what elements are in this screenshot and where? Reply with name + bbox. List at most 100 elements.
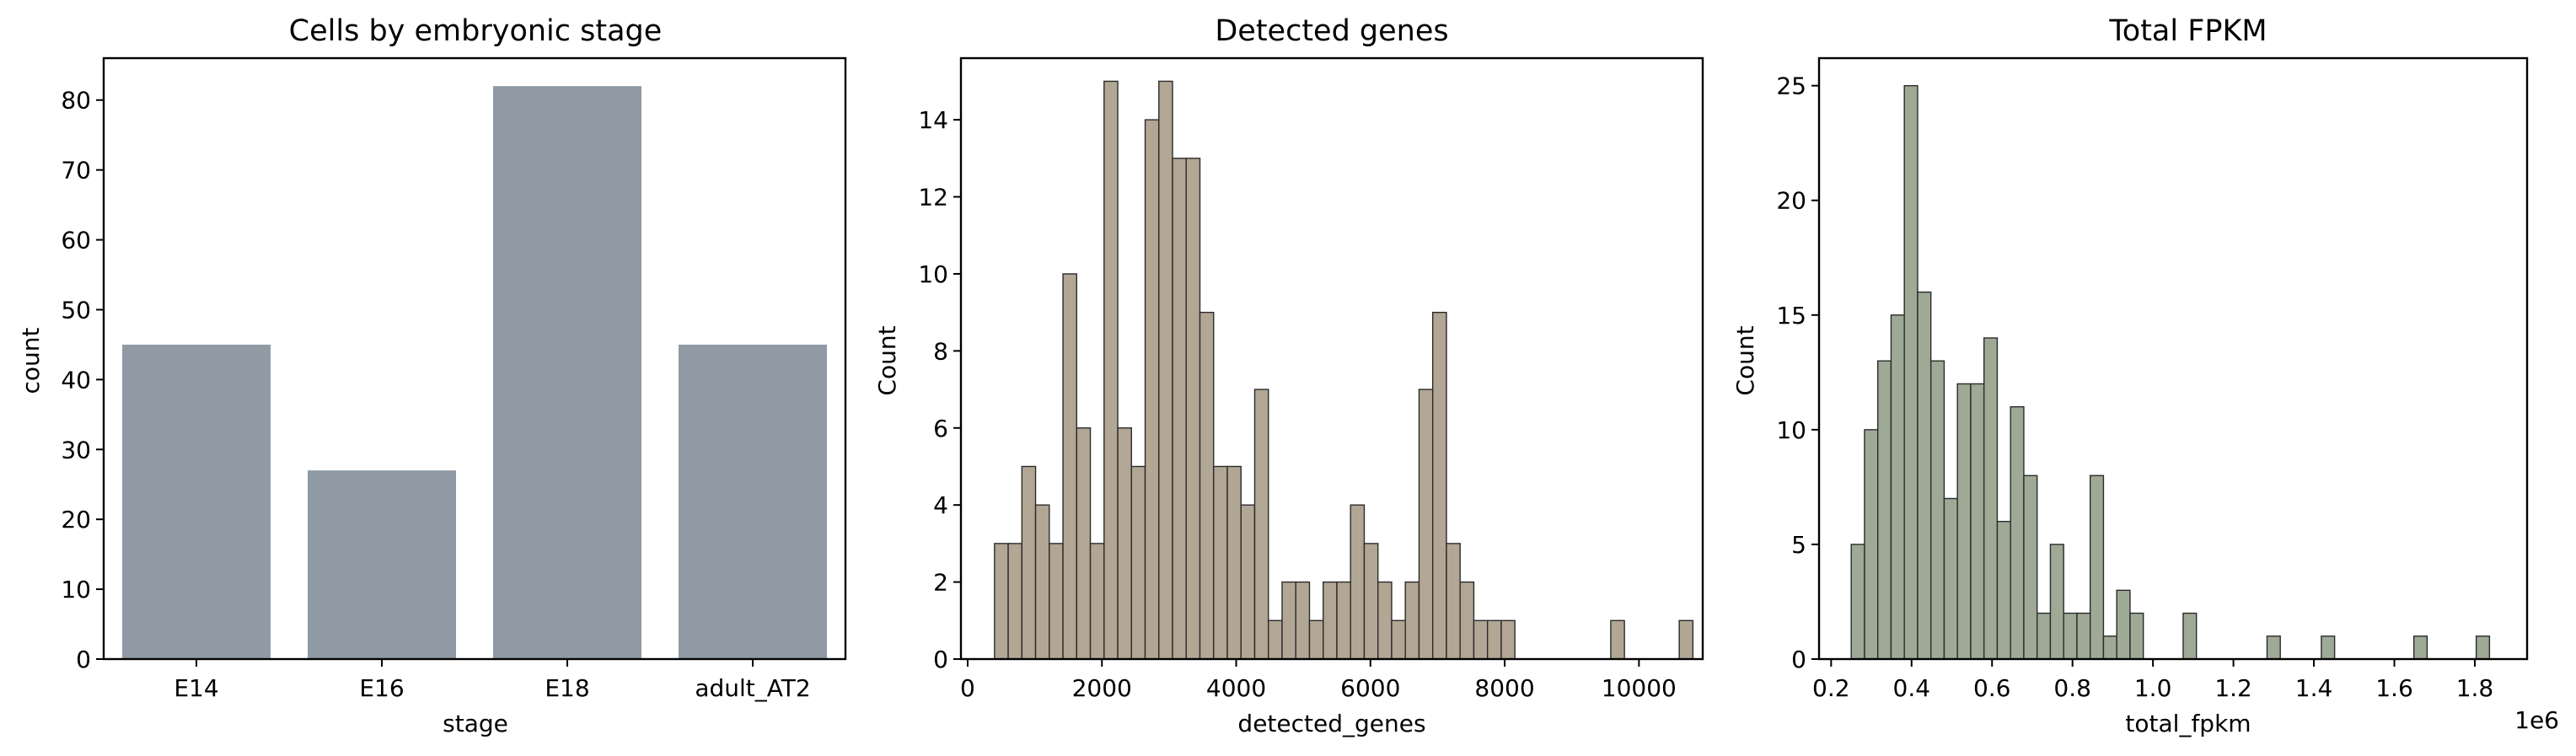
detected-genes-histogram: Detected genes detected_genes Count 0 2 4 6… xyxy=(873,14,1704,737)
histogram-bar xyxy=(1268,619,1283,660)
x-tick-label: 1.2 xyxy=(2214,674,2252,702)
histogram-bar xyxy=(2010,405,2025,660)
bar xyxy=(493,86,641,660)
y-axis-label: Count xyxy=(873,325,901,395)
y-tick-label: 60 xyxy=(61,227,91,255)
histogram-bar xyxy=(1049,543,1064,660)
chart-title: Cells by embryonic stage xyxy=(289,14,663,48)
x-offset-text: 1e6 xyxy=(2514,706,2559,734)
plot-frame xyxy=(959,56,1704,661)
y-axis-label: Count xyxy=(1731,325,1759,395)
x-tick-label: 6000 xyxy=(1340,674,1400,702)
y-tick-label: 10 xyxy=(1776,416,1806,444)
histogram-bar xyxy=(1350,504,1366,660)
histogram-bar xyxy=(2129,612,2144,660)
histogram-bar xyxy=(1295,581,1311,660)
y-tick-label: 0 xyxy=(1791,646,1806,673)
x-tick-label: E16 xyxy=(359,674,404,702)
histogram-bar xyxy=(1864,429,1879,660)
bar xyxy=(308,470,456,659)
histogram-bar xyxy=(1431,311,1447,660)
histogram-bar xyxy=(1323,581,1338,660)
histogram-bar xyxy=(1956,383,1972,660)
histogram-bar xyxy=(1199,311,1215,660)
y-tick-label: 2 xyxy=(933,569,948,597)
histogram-bar xyxy=(1943,497,1958,660)
x-tick-label: 0.8 xyxy=(2053,674,2091,702)
histogram-bar xyxy=(1446,543,1461,660)
histogram-bar xyxy=(1917,291,1932,660)
y-tick-label: 40 xyxy=(61,366,91,394)
histogram-bar xyxy=(1281,581,1296,660)
histogram-bar xyxy=(2063,612,2078,660)
y-tick-label: 12 xyxy=(918,184,948,212)
y-tick-label: 6 xyxy=(933,415,948,442)
histogram-bar xyxy=(2266,635,2281,660)
x-tick-label: 8000 xyxy=(1474,674,1534,702)
histogram-bar xyxy=(994,543,1009,660)
histogram-bar xyxy=(1929,360,1945,660)
histogram-bar xyxy=(1253,389,1269,660)
histogram-bar xyxy=(1240,504,1256,660)
histogram-bar xyxy=(1418,389,1434,660)
x-tick-label: 1.6 xyxy=(2375,674,2413,702)
y-tick-label: 5 xyxy=(1791,531,1806,559)
histogram-bar xyxy=(1404,581,1420,660)
y-tick-label: 25 xyxy=(1776,72,1806,100)
plot-frame xyxy=(102,56,847,661)
y-tick-label: 8 xyxy=(933,337,948,365)
histogram-bar xyxy=(2102,635,2117,660)
y-tick-label: 70 xyxy=(61,157,91,185)
histogram-bar xyxy=(1034,504,1050,660)
x-tick-label: 0.6 xyxy=(1973,674,2011,702)
y-tick-label: 30 xyxy=(61,436,91,464)
x-tick-label: 4000 xyxy=(1206,674,1266,702)
y-tick-label: 20 xyxy=(1776,187,1806,215)
histogram-bar xyxy=(2412,635,2428,660)
histogram-bar xyxy=(1117,427,1132,660)
histogram-bar xyxy=(1486,619,1502,660)
histogram-bar xyxy=(2023,475,2038,660)
y-tick-label: 14 xyxy=(918,106,948,134)
histogram-bar xyxy=(1007,543,1023,660)
y-axis-label: count xyxy=(17,327,45,394)
y-tick-label: 4 xyxy=(933,491,948,519)
histogram-bar xyxy=(1213,465,1228,660)
y-tick-label: 15 xyxy=(1776,302,1806,330)
histogram-bar xyxy=(1678,619,1694,660)
histogram-bar xyxy=(2116,589,2131,660)
histogram-bar xyxy=(1996,521,2011,660)
x-tick-label: 1.0 xyxy=(2134,674,2172,702)
histogram-bar xyxy=(1983,337,1999,660)
histogram-bar xyxy=(1185,158,1201,660)
histogram-bar xyxy=(2076,612,2091,660)
histogram-bar xyxy=(1377,581,1393,660)
x-axis-label: stage xyxy=(443,710,508,737)
histogram-bar xyxy=(1226,465,1242,660)
chart-title: Total FPKM xyxy=(2108,14,2267,48)
y-tick-label: 20 xyxy=(61,506,91,533)
histogram-bar xyxy=(1103,80,1119,660)
histogram-bar xyxy=(1062,273,1077,660)
histogram-bar xyxy=(1610,619,1625,660)
histogram-bar xyxy=(1021,465,1037,660)
histogram-bar xyxy=(1500,619,1516,660)
bar xyxy=(122,344,271,659)
histogram-bar xyxy=(2321,635,2336,660)
histogram-bar xyxy=(1970,383,1985,660)
histogram-bar xyxy=(2049,544,2064,660)
histogram-bar xyxy=(1308,619,1324,660)
plot-frame xyxy=(1817,56,2529,661)
histogram-bar xyxy=(1850,544,1865,660)
y-tick-label: 0 xyxy=(76,646,91,673)
x-tick-label: E18 xyxy=(545,674,589,702)
y-tick-label: 50 xyxy=(61,296,91,324)
y-tick-label: 80 xyxy=(61,87,91,115)
histogram-bar xyxy=(1089,543,1105,660)
x-tick-label: adult_AT2 xyxy=(695,674,810,702)
x-tick-label: 0 xyxy=(960,674,975,702)
total-fpkm-histogram: Total FPKM total_fpkm Count 1e6 0 5 10 15 20… xyxy=(1731,14,2559,737)
histogram-bar xyxy=(1076,427,1092,660)
histogram-bar xyxy=(1459,581,1475,660)
x-tick-label: E14 xyxy=(174,674,218,702)
